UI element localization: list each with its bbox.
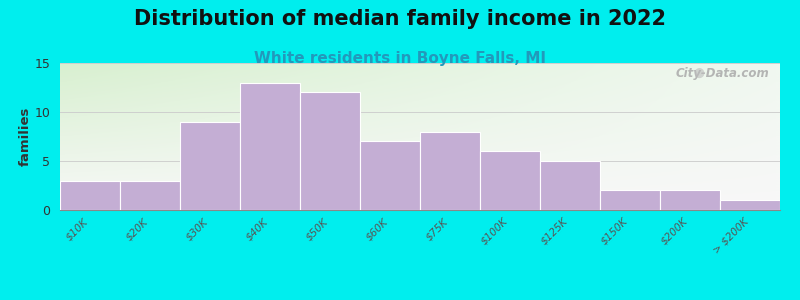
Text: City-Data.com: City-Data.com <box>675 68 770 80</box>
Bar <box>60 181 120 210</box>
Text: ⬤: ⬤ <box>694 68 704 78</box>
Bar <box>660 190 720 210</box>
Text: Distribution of median family income in 2022: Distribution of median family income in … <box>134 9 666 29</box>
Bar <box>600 190 660 210</box>
Bar <box>300 92 360 210</box>
Bar <box>480 151 540 210</box>
Bar <box>240 82 300 210</box>
Bar <box>720 200 780 210</box>
Text: White residents in Boyne Falls, MI: White residents in Boyne Falls, MI <box>254 51 546 66</box>
Y-axis label: families: families <box>18 107 32 166</box>
Bar <box>360 141 420 210</box>
Bar <box>180 122 240 210</box>
Bar <box>120 181 180 210</box>
Bar <box>540 161 600 210</box>
Bar <box>420 132 480 210</box>
